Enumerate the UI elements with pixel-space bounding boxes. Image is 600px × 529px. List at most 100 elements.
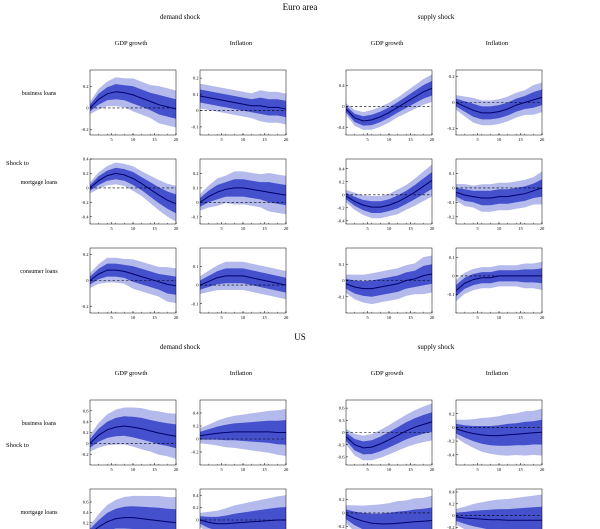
chart-euro-mortgage-supply-gdp: -0.4 -0.2 0 0.2 0.4 5 10 15 20 [326,154,436,240]
svg-text:20: 20 [174,137,179,142]
row-label-euro-consumer-loans: consumer loans [20,269,58,275]
chart-euro-mortgage-demand-gdp: -0.4 -0.2 0 0.2 0.4 5 10 15 20 [70,154,180,240]
svg-text:10: 10 [241,315,246,320]
svg-text:-0.2: -0.2 [191,450,199,455]
svg-text:0.1: 0.1 [449,171,455,176]
svg-text:-0.1: -0.1 [191,214,199,219]
svg-text:0: 0 [452,186,455,191]
svg-text:20: 20 [174,315,179,320]
svg-text:20: 20 [540,137,545,142]
svg-text:0: 0 [196,200,199,205]
chart-euro-business-demand-inflation: -0.1 0 0.1 0.2 5 10 15 20 [180,65,290,151]
svg-text:5: 5 [476,226,479,231]
svg-text:5: 5 [220,315,223,320]
svg-text:0.2: 0.2 [193,171,199,176]
svg-text:20: 20 [540,467,545,472]
svg-text:10: 10 [387,315,392,320]
svg-text:10: 10 [241,226,246,231]
svg-text:20: 20 [174,226,179,231]
svg-text:15: 15 [518,137,523,142]
shock-to-label-euro: Shock to [6,160,29,167]
svg-text:-0.2: -0.2 [337,524,345,529]
svg-text:15: 15 [152,137,157,142]
svg-text:0: 0 [196,437,199,442]
svg-text:0: 0 [342,430,345,435]
svg-text:0.6: 0.6 [339,406,345,411]
svg-text:0.4: 0.4 [193,411,199,416]
svg-text:0: 0 [452,513,455,518]
svg-text:0.2: 0.2 [83,430,89,435]
svg-text:15: 15 [262,315,267,320]
euro-demand-shock-header: demand shock [159,13,201,21]
svg-text:5: 5 [366,137,369,142]
svg-text:0.2: 0.2 [339,497,345,502]
svg-text:20: 20 [284,467,289,472]
svg-text:15: 15 [518,315,523,320]
chart-us-business-demand-inflation: -0.2 0 0.2 0.4 5 10 15 20 [180,395,290,481]
svg-text:-0.2: -0.2 [447,214,455,219]
svg-text:0: 0 [196,283,199,288]
row-label-us-mortgage-loans: mortgage loans [20,510,58,516]
svg-text:0.4: 0.4 [339,83,345,88]
euro-demand-gdp-header: GDP growth [114,40,148,47]
us-demand-shock-header: demand shock [159,343,201,351]
svg-text:10: 10 [131,226,136,231]
svg-text:-0.2: -0.2 [447,525,455,529]
svg-text:0.2: 0.2 [193,76,199,81]
svg-text:0.2: 0.2 [83,171,89,176]
svg-text:10: 10 [387,226,392,231]
svg-text:0.2: 0.2 [449,74,455,79]
chart-euro-mortgage-supply-inflation: -0.2 -0.1 0 0.1 5 10 15 20 [436,154,546,240]
euro-variable-header-row: GDP growth Inflation GDP growth Inflatio… [8,39,600,65]
shock-to-label-us: Shock to [6,442,29,449]
svg-text:-0.2: -0.2 [337,205,345,210]
svg-text:0.2: 0.2 [83,520,89,525]
svg-text:15: 15 [262,467,267,472]
chart-euro-consumer-demand-inflation: -0.1 0 0.1 5 10 15 20 [180,243,290,329]
us-demand-gdp-header: GDP growth [114,370,148,377]
svg-text:-0.1: -0.1 [191,301,199,306]
svg-text:20: 20 [430,137,435,142]
svg-text:0.4: 0.4 [449,490,455,495]
svg-text:15: 15 [152,467,157,472]
svg-text:0.4: 0.4 [339,166,345,171]
svg-text:0: 0 [342,278,345,283]
chart-euro-consumer-demand-gdp: -0.2 0 0.2 5 10 15 20 [70,243,180,329]
svg-text:15: 15 [408,137,413,142]
svg-text:20: 20 [430,467,435,472]
svg-text:5: 5 [476,137,479,142]
svg-text:0.6: 0.6 [83,408,89,413]
svg-text:15: 15 [408,315,413,320]
svg-text:0.4: 0.4 [83,157,89,162]
us-supply-gdp-header: GDP growth [370,370,404,377]
chart-euro-mortgage-demand-inflation: -0.1 0 0.1 0.2 5 10 15 20 [180,154,290,240]
svg-text:5: 5 [366,467,369,472]
svg-text:5: 5 [366,226,369,231]
svg-text:15: 15 [408,226,413,231]
chart-us-business-supply-gdp: -0.6 -0.3 0 0.3 0.6 5 10 15 20 [326,395,436,481]
us-section: US Shock to demand shock supply shock GD… [0,332,600,529]
svg-text:0: 0 [452,100,455,105]
svg-text:5: 5 [110,137,113,142]
svg-text:-0.4: -0.4 [81,214,89,219]
chart-euro-business-supply-gdp: -0.4 0 0.4 5 10 15 20 [326,65,436,151]
row-label-euro-business-loans: business loans [21,91,57,97]
svg-text:0: 0 [452,425,455,430]
svg-text:0: 0 [86,106,89,111]
svg-text:-0.2: -0.2 [447,439,455,444]
us-shock-header-row: demand shock supply shock [8,343,600,369]
euro-consumer-loans-row: consumer loans -0.2 0 0.2 5 10 15 20 -0.1 0 0.1 5… [8,243,600,329]
svg-text:15: 15 [408,467,413,472]
svg-text:0.1: 0.1 [193,186,199,191]
chart-us-business-demand-gdp: -0.2 0 0.2 0.4 0.6 5 10 15 20 [70,395,180,481]
svg-text:0.1: 0.1 [449,255,455,260]
svg-text:5: 5 [110,467,113,472]
svg-text:0.2: 0.2 [449,501,455,506]
svg-text:15: 15 [152,315,157,320]
svg-text:-0.2: -0.2 [81,200,89,205]
svg-text:0.2: 0.2 [339,179,345,184]
svg-text:0.3: 0.3 [339,418,345,423]
